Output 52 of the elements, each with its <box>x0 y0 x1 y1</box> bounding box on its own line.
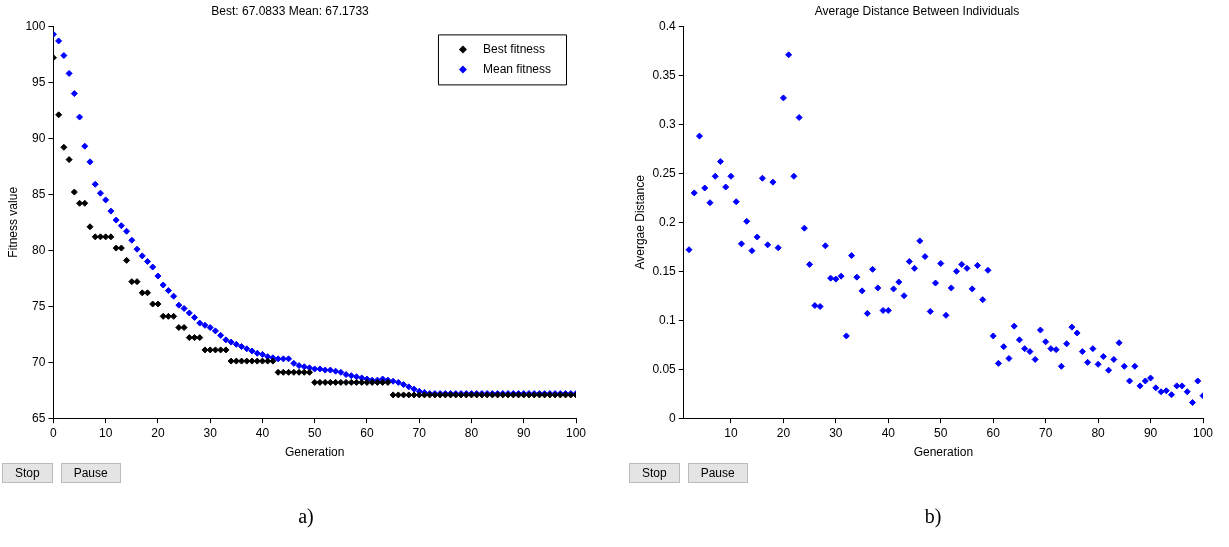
x-tick-label: 90 <box>1143 425 1158 440</box>
y-tick-label: 70 <box>32 354 46 369</box>
y-tick-label: 0.4 <box>659 18 677 33</box>
x-tick-label: 90 <box>517 425 531 440</box>
x-tick-label: 100 <box>1192 425 1214 440</box>
x-tick-label: 40 <box>255 425 270 440</box>
x-tick-label: 70 <box>412 425 427 440</box>
legend-label: Mean fitness <box>482 61 552 76</box>
x-tick-label: 50 <box>308 425 322 440</box>
y-tick-label: 85 <box>32 186 46 201</box>
text: a) <box>297 505 315 528</box>
x-tick-label: 30 <box>203 425 218 440</box>
y-tick-label: 80 <box>32 242 46 257</box>
x-tick-label: 60 <box>986 425 1001 440</box>
x-tick-label: 80 <box>1091 425 1106 440</box>
y-tick-label: 90 <box>32 130 46 145</box>
text: Stop <box>2 463 53 483</box>
y-tick-label: 75 <box>32 298 46 313</box>
y-tick-label: 0.25 <box>652 165 677 180</box>
x-tick-label: 70 <box>1038 425 1053 440</box>
x-tick-label: 20 <box>151 425 165 440</box>
x-tick-label: 10 <box>724 425 738 440</box>
x-axis-title: Generation <box>285 445 345 460</box>
y-tick-label: 65 <box>32 410 46 425</box>
y-tick-label: 0.05 <box>652 361 677 376</box>
x-tick-label: 20 <box>776 425 791 440</box>
chart-title: Average Distance Between Individuals <box>814 3 1020 18</box>
x-tick-label: 40 <box>881 425 896 440</box>
chart-title: Best: 67.0833 Mean: 67.1733 <box>211 3 370 18</box>
legend-label: Best fitness <box>482 41 545 56</box>
x-axis-title: Generation <box>913 445 974 460</box>
x-tick-label: 60 <box>360 425 374 440</box>
x-tick-label: 10 <box>99 425 113 440</box>
x-tick-label: 80 <box>464 425 479 440</box>
y-tick-label: 0.3 <box>659 116 677 131</box>
y-tick-label: 100 <box>25 18 46 33</box>
y-tick-label: 0.2 <box>659 214 677 229</box>
x-tick-label: 100 <box>565 425 587 440</box>
y-tick-label: 0.35 <box>652 67 677 82</box>
y-tick-label: 95 <box>32 74 46 89</box>
text: Stop <box>629 463 680 483</box>
y-tick-label: 0 <box>669 410 677 425</box>
text: Pause <box>687 463 748 483</box>
x-tick-label: 0 <box>50 425 58 440</box>
text: b) <box>923 505 943 528</box>
y-axis-title: Fitness value <box>5 186 20 258</box>
y-tick-label: 0.15 <box>652 263 677 278</box>
x-tick-label: 50 <box>934 425 948 440</box>
text: Pause <box>60 463 121 483</box>
y-axis-title: Avergae Distance <box>632 174 647 270</box>
x-tick-label: 30 <box>829 425 843 440</box>
y-tick-label: 0.1 <box>659 312 677 327</box>
